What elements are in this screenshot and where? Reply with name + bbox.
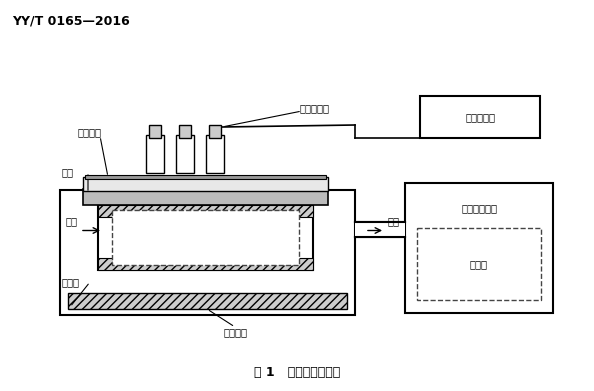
Bar xyxy=(176,135,194,173)
Text: 出水: 出水 xyxy=(387,217,399,226)
Bar xyxy=(209,125,221,138)
Bar xyxy=(420,96,540,138)
Text: 恒温循环水泵: 恒温循环水泵 xyxy=(461,203,497,213)
Bar xyxy=(149,125,161,138)
Bar xyxy=(112,210,299,265)
Text: 保温材料: 保温材料 xyxy=(223,327,247,337)
Bar xyxy=(85,175,326,179)
Text: 恒温筱: 恒温筱 xyxy=(62,277,80,287)
Text: 图 1   治疗仪测试布置: 图 1 治疗仪测试布置 xyxy=(254,366,340,380)
Text: 进水: 进水 xyxy=(66,217,78,226)
Bar xyxy=(206,135,224,173)
Bar xyxy=(417,228,541,300)
Bar xyxy=(98,258,313,270)
Bar xyxy=(68,293,347,309)
Bar xyxy=(355,222,405,237)
Text: 温度传感器: 温度传感器 xyxy=(300,103,330,113)
Bar xyxy=(83,177,328,191)
Bar xyxy=(60,190,355,315)
Bar xyxy=(98,205,313,270)
Text: 温度记录仪: 温度记录仪 xyxy=(465,112,495,122)
Text: 隔热材料: 隔热材料 xyxy=(78,127,102,137)
Bar xyxy=(98,205,313,217)
Bar xyxy=(83,189,328,205)
Bar xyxy=(179,125,191,138)
Text: 热帨: 热帨 xyxy=(62,167,74,177)
Text: YY/T 0165—2016: YY/T 0165—2016 xyxy=(12,14,129,27)
Bar xyxy=(146,135,164,173)
Bar xyxy=(405,183,553,313)
Text: 加热器: 加热器 xyxy=(470,259,488,269)
